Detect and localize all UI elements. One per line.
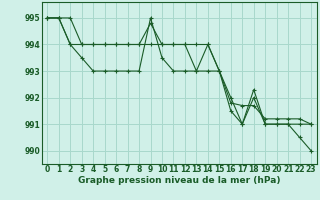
X-axis label: Graphe pression niveau de la mer (hPa): Graphe pression niveau de la mer (hPa) — [78, 176, 280, 185]
